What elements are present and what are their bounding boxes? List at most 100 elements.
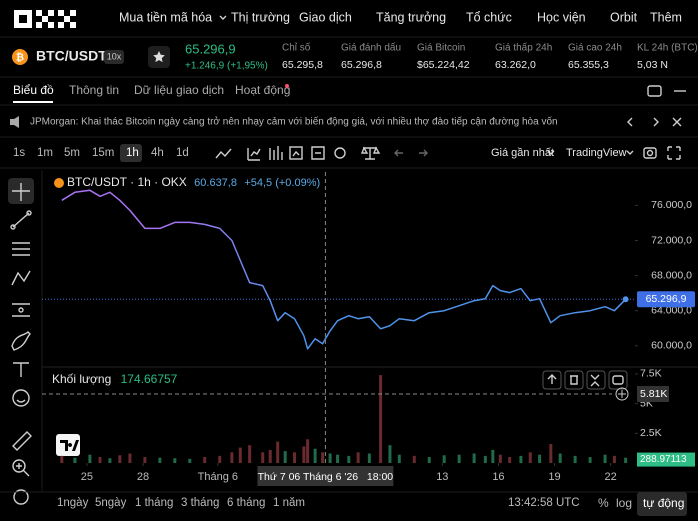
y-tick-label: 60.000,0 — [651, 340, 692, 352]
current-price-label-bg — [637, 291, 695, 308]
nav-item[interactable]: Giao dịch — [299, 10, 352, 24]
volume-bar — [158, 457, 162, 463]
y-tick-label: 68.000,0 — [651, 269, 692, 281]
volume-bar — [143, 457, 147, 463]
interval[interactable]: 1s — [13, 147, 25, 159]
volume-bar — [427, 457, 431, 463]
y-tick-label: 64.000,0 — [651, 304, 692, 316]
nav-item[interactable]: Orbit — [610, 10, 638, 24]
volume-bar — [388, 445, 392, 463]
price-source[interactable]: Giá gần nhất — [491, 147, 554, 159]
interval[interactable]: 1h — [126, 147, 139, 159]
interval[interactable]: 1m — [37, 147, 53, 159]
current-volume-label: 288.97113 — [640, 454, 687, 465]
tab[interactable]: Hoạt động — [235, 83, 290, 97]
volume-bar — [108, 458, 112, 463]
volume-last: 174.66757 — [121, 372, 178, 386]
last-point — [622, 296, 629, 303]
range[interactable]: 1 tháng — [135, 497, 173, 509]
price-line — [61, 189, 627, 350]
scale-button[interactable]: log — [616, 496, 632, 510]
stat-label: Giá thấp 24h — [495, 42, 552, 54]
interval[interactable]: 1d — [176, 147, 189, 159]
volume-bar — [238, 447, 242, 463]
stat-label: Giá đánh dấu — [341, 42, 401, 54]
stat-label: KL 24h (BTC) — [637, 43, 698, 54]
volume-bar — [347, 455, 351, 463]
volume-bar — [442, 455, 446, 463]
volume-bar — [230, 452, 234, 463]
stat-label: Giá Bitcoin — [417, 43, 465, 54]
range[interactable]: 1 năm — [273, 497, 305, 509]
tab[interactable]: Biểu đồ — [13, 83, 54, 97]
interval[interactable]: 15m — [92, 147, 114, 159]
chart-view[interactable]: TradingView — [566, 147, 627, 159]
current-volume-label-bg — [637, 452, 695, 467]
volume-bar — [306, 439, 310, 463]
volume-bar — [268, 449, 272, 463]
interval[interactable]: 5m — [64, 147, 80, 159]
volume-bar — [498, 454, 502, 463]
stat-value: 65.355,3 — [568, 59, 609, 71]
volume-bar — [356, 452, 360, 463]
volume-pane-buttons[interactable] — [542, 370, 628, 390]
volume-bar — [88, 454, 92, 463]
y-tick-label: 7.5K — [640, 368, 662, 380]
nav-item[interactable]: Học viện — [537, 10, 586, 24]
scale-button[interactable]: tự động — [643, 496, 684, 510]
y-tick-label: 2.5K — [640, 427, 662, 439]
pair[interactable]: BTC/USDT — [36, 48, 107, 64]
nav-item[interactable]: Thêm — [650, 10, 682, 24]
layout-icon[interactable] — [647, 85, 662, 97]
range[interactable]: 3 tháng — [181, 497, 219, 509]
x-tick-label: 22 — [605, 471, 617, 483]
crosshair-add[interactable] — [615, 387, 629, 401]
nav-item[interactable]: Tổ chức — [466, 10, 512, 24]
nav-item[interactable]: Thị trường — [231, 10, 290, 24]
toolbar-icons[interactable] — [215, 146, 681, 161]
crosshair-add-plus — [618, 390, 626, 399]
drawing-tools[interactable] — [10, 183, 32, 505]
stat-value: 65.295,8 — [282, 59, 323, 71]
tab[interactable]: Dữ liệu giao dịch — [134, 83, 224, 97]
range[interactable]: 1ngày — [57, 497, 89, 509]
volume-bar — [118, 455, 122, 463]
tab[interactable]: Thông tin — [69, 83, 119, 97]
volume-bar — [293, 452, 297, 463]
current-price-label: 65.296,9 — [646, 293, 687, 305]
volume-bar — [60, 455, 64, 463]
auto-button-bg[interactable] — [637, 492, 687, 516]
stat-value: 5,03 N — [637, 59, 668, 71]
last-price: 65.296,9 — [185, 41, 236, 56]
stat-label: Giá cao 24h — [568, 43, 622, 54]
volume-bar — [328, 453, 332, 463]
chart-layer: Mua tiền mã hóa Thị trường Giao dịch Tăng t… — [13, 10, 698, 516]
legend-icon — [54, 178, 64, 188]
volume-bar — [276, 441, 280, 463]
interval[interactable]: 4h — [151, 147, 164, 159]
notification-dot — [285, 84, 289, 88]
stat-label: Chỉ số — [282, 42, 311, 54]
btc-icon — [12, 49, 28, 65]
x-tick-label: 19 — [548, 471, 560, 483]
nav-item[interactable]: Tăng trưởng — [376, 10, 446, 24]
last-close: 60.637,8 — [194, 177, 237, 189]
active-tab-underline — [13, 101, 53, 103]
range[interactable]: 6 tháng — [227, 497, 265, 509]
clock: 13:42:58 UTC — [508, 497, 580, 509]
dropdown-caret — [219, 15, 227, 20]
volume-bar — [412, 455, 416, 463]
nav-item[interactable]: Mua tiền mã hóa — [119, 10, 212, 24]
stat-value: $65.224,42 — [417, 59, 470, 71]
btc-symbol: ₿ — [16, 52, 24, 64]
volume-bar — [538, 454, 542, 463]
news-controls[interactable] — [627, 117, 682, 127]
volume-bar — [336, 454, 340, 463]
volume-bar — [483, 455, 487, 463]
volume-bar — [173, 458, 177, 463]
range[interactable]: 5ngày — [95, 497, 127, 509]
volume-bar — [397, 454, 401, 463]
scale-button[interactable]: % — [598, 496, 609, 510]
volume-bar — [73, 457, 77, 463]
